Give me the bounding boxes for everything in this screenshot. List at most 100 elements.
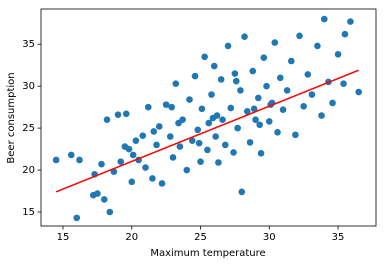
point [304, 71, 312, 78]
point [129, 151, 137, 159]
point [162, 101, 170, 108]
y-tick-label: 20 [22, 165, 35, 176]
point [168, 103, 175, 111]
point [121, 143, 129, 150]
y-tick-label: 30 [22, 81, 35, 92]
point [238, 188, 246, 196]
y-tick-label: 35 [22, 39, 35, 50]
point [205, 119, 213, 127]
point [355, 88, 362, 96]
point [150, 128, 158, 135]
x-tick-label: 20 [125, 232, 138, 243]
point [89, 191, 97, 199]
point [241, 33, 248, 40]
point [149, 175, 156, 182]
fit-line [55, 69, 359, 193]
point [117, 158, 125, 165]
point [169, 154, 177, 161]
point [318, 112, 325, 119]
point [347, 18, 354, 25]
point [252, 116, 259, 124]
point [271, 39, 279, 46]
point [67, 151, 75, 159]
point [276, 74, 284, 82]
y-axis-label: Beer consumption [6, 72, 17, 163]
point [195, 139, 203, 147]
x-axis-label: Maximum temperature [150, 248, 265, 259]
point [186, 96, 193, 103]
point [100, 196, 108, 203]
point [308, 91, 316, 98]
point [257, 149, 265, 157]
point [231, 70, 239, 77]
point [340, 80, 347, 87]
point [73, 214, 81, 222]
point [139, 132, 147, 139]
point [98, 160, 105, 168]
point [215, 159, 222, 166]
point [142, 164, 149, 171]
point [212, 133, 219, 140]
point [183, 166, 191, 174]
point [274, 129, 281, 136]
point [254, 94, 262, 102]
x-tick-label: 25 [194, 232, 207, 243]
point [232, 77, 240, 85]
point [204, 146, 211, 154]
point [210, 62, 218, 70]
point [329, 99, 336, 107]
point [176, 143, 184, 150]
y-tick-label: 15 [22, 207, 35, 218]
point [128, 178, 136, 186]
point [172, 80, 180, 87]
point [265, 118, 273, 125]
point [155, 123, 163, 130]
point [175, 119, 182, 127]
point [256, 121, 263, 129]
y-tick-label: 25 [22, 123, 35, 134]
point [209, 114, 217, 122]
point [249, 67, 257, 75]
point [283, 87, 291, 94]
point [122, 110, 130, 118]
point [263, 82, 270, 90]
point [106, 208, 114, 216]
point [230, 149, 237, 156]
point [287, 57, 295, 65]
point [197, 158, 204, 165]
point [132, 137, 140, 144]
point [314, 42, 321, 50]
point [103, 116, 111, 124]
point [219, 116, 226, 124]
point [153, 141, 160, 149]
point [221, 141, 229, 149]
point [166, 133, 174, 140]
point [198, 105, 206, 113]
point [243, 108, 251, 115]
point [217, 76, 225, 83]
point [191, 72, 199, 80]
point [234, 124, 241, 132]
point [296, 32, 303, 40]
point [237, 87, 244, 94]
point [227, 104, 235, 112]
point [279, 106, 287, 113]
point [260, 54, 268, 61]
point [250, 105, 258, 113]
point [320, 15, 328, 23]
x-tick-label: 15 [57, 232, 70, 243]
point [114, 111, 122, 118]
point [334, 50, 342, 58]
x-tick-label: 35 [332, 232, 345, 243]
point [158, 180, 166, 187]
plot-frame [40, 8, 377, 227]
point [194, 126, 202, 134]
point [201, 53, 208, 61]
point [292, 131, 299, 139]
point [188, 137, 196, 144]
point [341, 30, 349, 38]
point [76, 156, 83, 164]
point [224, 42, 232, 50]
point [144, 103, 152, 111]
point [208, 91, 215, 98]
